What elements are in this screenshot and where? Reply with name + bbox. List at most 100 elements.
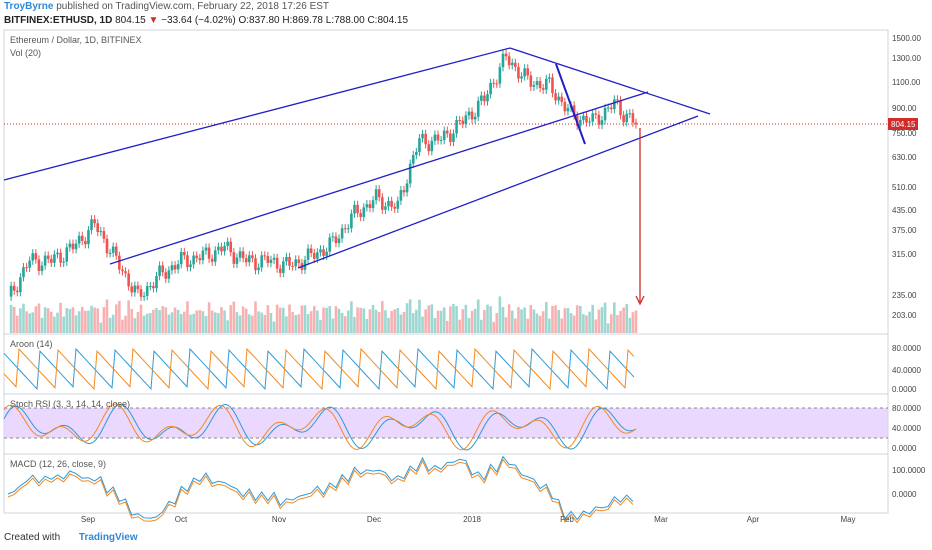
volume-bar — [480, 319, 483, 333]
volume-bar — [22, 303, 25, 333]
candle-body — [164, 272, 168, 279]
volume-bar — [613, 302, 616, 333]
volume-bar — [622, 307, 625, 333]
aroon-down-line — [3, 347, 635, 391]
date-tick: Mar — [654, 515, 668, 524]
price-tick: 375.00 — [892, 226, 917, 235]
candle-body — [263, 255, 267, 257]
chart-title: Ethereum / Dollar, 1D, BITFINEX — [10, 35, 142, 45]
volume-bar — [455, 306, 458, 333]
candle-body — [603, 107, 607, 121]
candle-body — [461, 120, 465, 124]
candle-body — [167, 270, 171, 279]
price-tick: 435.00 — [892, 206, 917, 215]
volume-bar — [319, 319, 322, 333]
publish-text: published on TradingView.com, February 2… — [56, 1, 330, 12]
volume-bar — [263, 314, 267, 333]
volume-bar — [436, 310, 440, 333]
volume-bar — [96, 308, 100, 333]
trend-line-resistance[interactable] — [509, 47, 711, 115]
trend-line-lower[interactable] — [297, 115, 699, 269]
candle-body — [371, 200, 375, 209]
candle-body — [427, 144, 431, 152]
volume-bar — [628, 317, 632, 333]
volume-bar — [353, 316, 356, 333]
candle-body — [476, 100, 480, 117]
volume-bar — [473, 308, 477, 333]
macd-line — [7, 455, 634, 521]
volume-bar — [430, 304, 434, 333]
candle-body — [480, 95, 483, 101]
candle-body — [622, 115, 625, 123]
volume-bar — [603, 302, 607, 333]
price-tick: 900.00 — [892, 104, 917, 113]
volume-bar — [418, 299, 421, 333]
volume-bar — [359, 307, 362, 333]
volume-bar — [12, 306, 16, 333]
candle-body — [418, 138, 421, 152]
volume-bar — [535, 313, 539, 333]
volume-bar — [402, 312, 406, 333]
volume-bar — [90, 305, 93, 333]
candle-body — [65, 247, 69, 262]
date-axis[interactable]: Sep Oct Nov Dec 2018 Feb Mar Apr May — [81, 515, 856, 524]
candle-body — [554, 93, 557, 101]
volume-bar — [415, 309, 418, 333]
candle-body — [142, 295, 146, 297]
volume-bar — [381, 301, 384, 333]
candle-body — [34, 253, 38, 260]
candle-body — [507, 56, 511, 66]
volume-bar — [164, 307, 168, 333]
candle-body — [12, 285, 16, 291]
candle-body — [46, 255, 50, 259]
volume-bar — [514, 318, 517, 333]
price-axis[interactable]: 1500.00 1300.00 1100.00 900.00 750.00 630.00 5… — [892, 34, 921, 320]
candle-body — [133, 285, 137, 293]
volume-bar — [74, 315, 78, 333]
candle-body — [631, 113, 635, 123]
volume-bar — [585, 315, 588, 333]
candle-body — [195, 255, 199, 259]
volume-bar — [600, 307, 604, 333]
volume-bar — [486, 304, 489, 333]
stoch-d-line — [3, 403, 637, 451]
tradingview-logo-link[interactable]: TradingView — [78, 532, 138, 543]
volume-bar — [563, 308, 567, 333]
volume-bar — [449, 306, 452, 333]
candle-body — [331, 236, 335, 238]
candle-body — [628, 113, 632, 115]
candle-body — [201, 250, 205, 261]
volume-bar — [439, 310, 443, 333]
trend-line-middle[interactable] — [109, 91, 649, 265]
candle-body — [130, 286, 134, 293]
candle-body — [77, 235, 81, 244]
candle-body — [526, 68, 530, 76]
candle-body — [40, 265, 44, 272]
candle-body — [291, 265, 294, 267]
candle-body — [458, 120, 461, 122]
date-tick: Sep — [81, 515, 96, 524]
author-link[interactable]: TroyByrne — [4, 1, 54, 12]
drop-line[interactable] — [555, 63, 586, 145]
symbol-name: BITFINEX:ETHUSD, 1D — [4, 15, 113, 26]
candle-body — [411, 155, 415, 164]
candle-body — [591, 113, 594, 122]
candle-body — [436, 134, 440, 141]
volume-bar — [328, 306, 332, 333]
volume-bar — [306, 313, 310, 333]
volume-bar — [257, 311, 260, 333]
candle-body — [359, 213, 362, 218]
candle-body — [442, 130, 446, 141]
volume-bar — [551, 305, 554, 333]
volume-bar — [46, 308, 50, 333]
candle-body — [155, 276, 158, 289]
trend-line-upper[interactable] — [3, 47, 511, 181]
volume-bar — [93, 307, 96, 333]
volume-bar — [275, 304, 279, 333]
volume-bar — [411, 313, 415, 333]
volume-bar — [260, 312, 263, 333]
candle-body — [523, 68, 526, 77]
candle-body — [62, 261, 65, 263]
volume-bar — [520, 309, 523, 333]
